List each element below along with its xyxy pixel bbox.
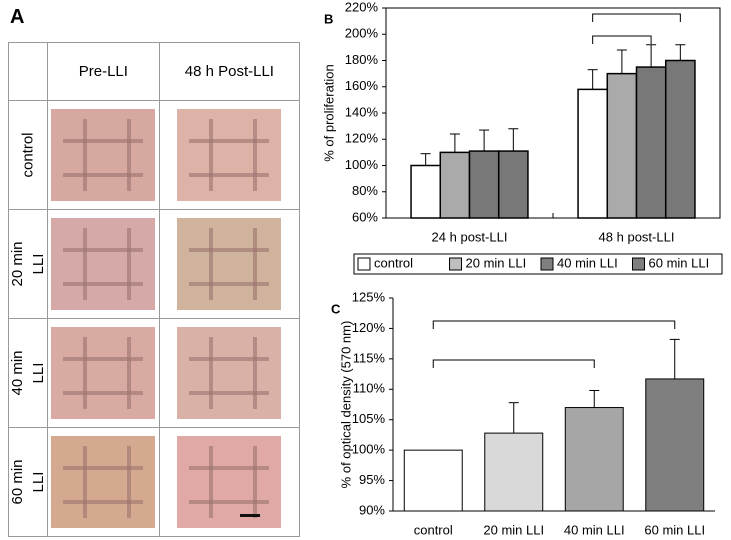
y-tick-label: 125% [352,289,386,304]
bar [410,164,442,219]
image-cell [158,318,301,428]
bar [468,150,500,219]
legend-swatch [540,257,554,271]
y-tick-label: 160% [345,78,379,93]
x-tick-label: 40 min LLI [564,522,625,537]
corner-cell [8,42,48,101]
image-cell [158,427,301,537]
y-tick-label: 90% [359,502,385,517]
row-label: 40 min LLI [8,350,47,396]
legend-box [353,253,723,275]
row-label: control [19,132,37,178]
y-tick-label: 110% [353,381,386,396]
legend-label: 20 min LLI [466,255,527,270]
row-label: 20 min LLI [8,241,47,287]
legend-label: 60 min LLI [649,255,710,270]
bar [403,449,463,512]
significance-bracket [432,359,595,368]
significance-bracket [592,35,652,44]
bar [484,432,544,512]
bar [564,407,624,512]
bar [606,72,638,219]
micrograph [51,109,156,201]
legend-swatch [632,257,645,271]
y-tick-label: 180% [345,52,379,67]
micrograph [177,218,282,310]
bar [439,151,471,219]
legend-swatch [449,257,462,271]
panel-label: A [10,6,25,28]
x-tick-label: 20 min LLI [483,522,544,537]
x-tick-label: 24 h post-LLI [432,229,508,244]
micrograph [177,327,282,419]
y-tick-label: 105% [352,411,386,426]
bar [635,66,667,219]
legend-label: control [374,255,413,270]
bar [645,378,705,512]
panel-label: C [331,301,341,316]
panel-a: A Pre-LLI 48 h Post-LLI control 20 min L… [0,0,301,540]
micrograph [51,327,156,419]
y-tick-label: 80% [352,183,378,198]
image-cell [158,209,301,319]
y-tick-label: 120% [345,131,379,146]
legend-label: 40 min LLI [557,255,618,270]
x-tick-label: 60 min LLI [644,522,705,537]
significance-bracket [592,13,681,22]
bar [577,88,609,219]
y-tick-label: 140% [345,104,379,119]
y-tick-label: 95% [359,472,385,487]
scale-bar [239,514,260,517]
charts: B % of proliferation 60% 80% 100% 120% 140% 160… [321,0,723,537]
y-tick-label: 220% [345,0,379,14]
micrograph [51,436,156,528]
column-header: 48 h Post-LLI [158,42,301,101]
x-tick-label: control [414,522,453,537]
row-cell: 60 min LLI [8,427,48,537]
legend-swatch [357,257,371,271]
row-cell: control [8,100,48,210]
image-cell [46,318,160,428]
y-tick-label: 200% [345,26,379,41]
x-tick-label: 48 h post-LLI [599,229,675,244]
micrograph [177,109,282,201]
image-cell [46,100,160,210]
y-axis-label: % of optical density (570 nm) [338,321,353,489]
bar [497,150,529,219]
y-tick-label: 120% [352,320,386,335]
micrograph [177,436,282,528]
y-tick-label: 60% [352,209,378,224]
image-cell [46,427,160,537]
significance-bracket [432,320,676,329]
image-cell [46,209,160,319]
column-header: Pre-LLI [46,42,160,101]
panel-label: B [324,11,333,26]
y-axis-label: % of proliferation [321,64,336,162]
row-cell: 40 min LLI [8,318,48,428]
image-table: Pre-LLI 48 h Post-LLI control 20 min LLI… [8,42,301,537]
y-tick-label: 100% [345,157,379,172]
y-tick-label: 115% [353,350,386,365]
row-label: 60 min LLI [8,459,47,505]
bar [664,59,696,219]
micrograph [51,218,156,310]
row-cell: 20 min LLI [8,209,48,319]
image-cell [158,100,301,210]
y-tick-label: 100% [352,442,386,457]
